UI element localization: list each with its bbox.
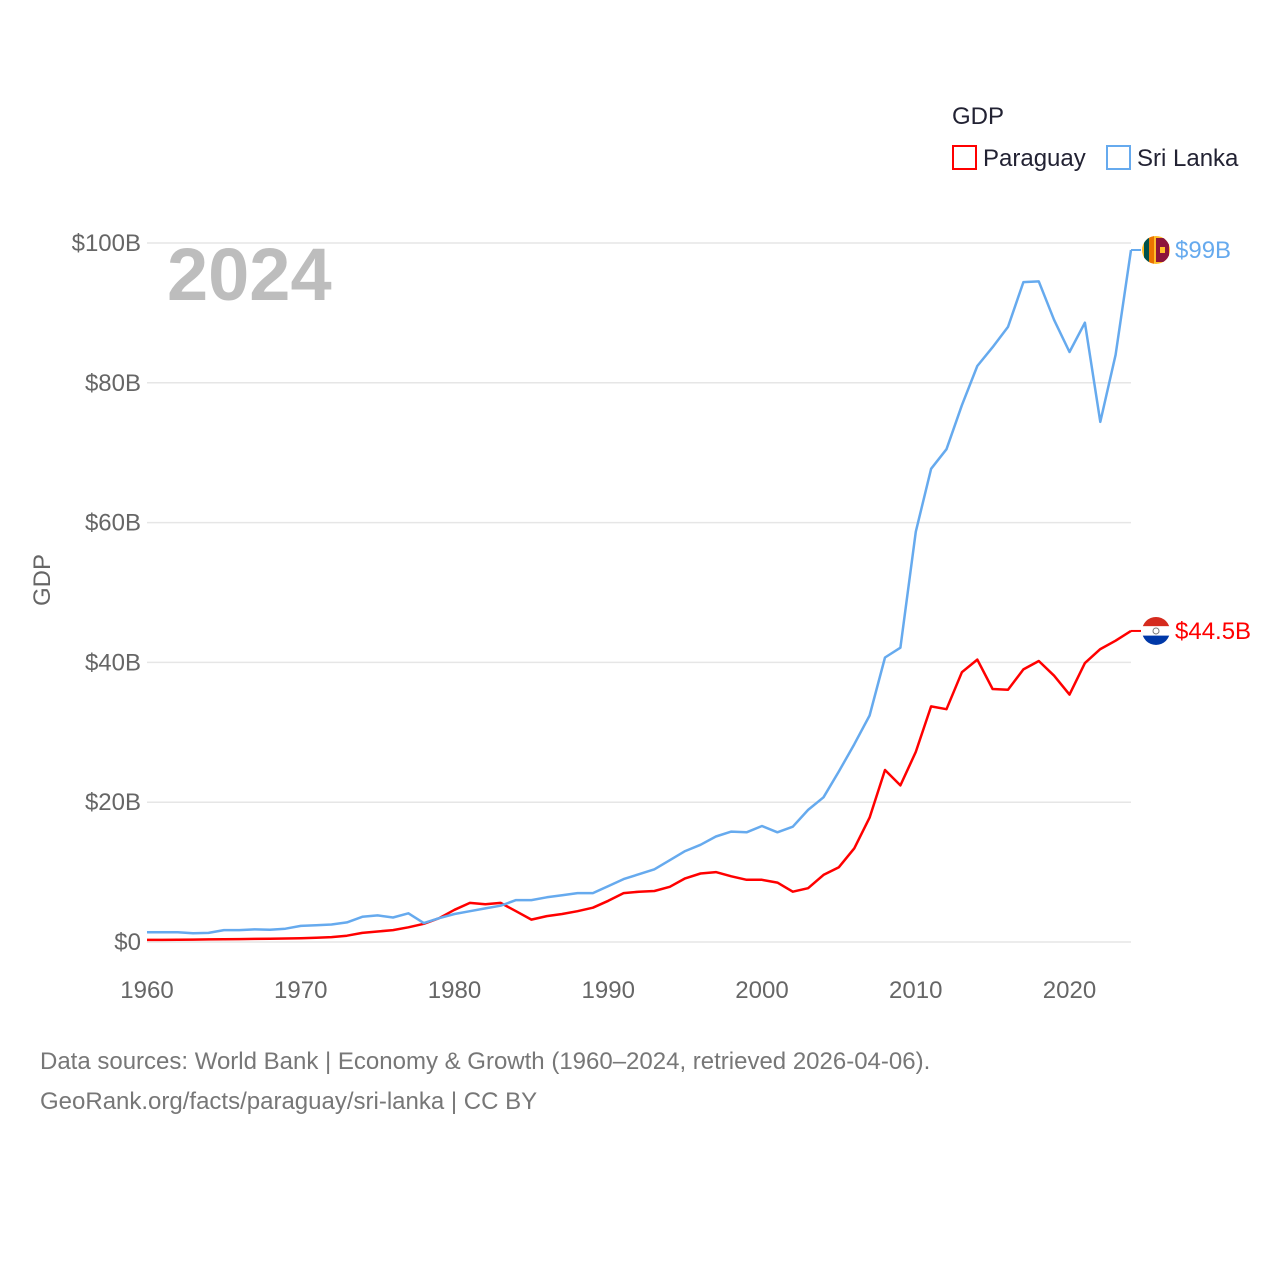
sri-lanka-flag-icon: [1142, 235, 1170, 264]
end-value-label-sri-lanka: $99B: [1175, 237, 1231, 264]
data-sources-text: Data sources: World Bank | Economy & Gro…: [40, 1048, 931, 1075]
year-label: 2024: [167, 233, 332, 316]
x-axis-ticks: 1960 1970 1980 1990 2000 2010 2020: [120, 977, 1096, 1004]
y-tick-label: $20B: [85, 789, 141, 816]
series-line-sri-lanka: [147, 249, 1133, 935]
series-end-labels: $44.5B $99B: [1131, 235, 1251, 645]
grid-lines: [147, 242, 1131, 943]
x-tick-label: 2010: [889, 977, 942, 1004]
series-line-paraguay: [147, 629, 1132, 942]
end-value-label-paraguay: $44.5B: [1175, 618, 1251, 645]
legend: GDP Paraguay Sri Lanka: [952, 103, 1239, 172]
y-tick-label: $0: [114, 929, 141, 956]
y-tick-label: $80B: [85, 370, 141, 397]
y-tick-label: $40B: [85, 649, 141, 676]
gdp-line-chart: $0 $20B $40B $60B $80B $100B 1960 1970 1980 1990…: [29, 103, 1251, 1004]
legend-title: GDP: [952, 103, 1004, 130]
legend-label-paraguay[interactable]: Paraguay: [983, 145, 1086, 172]
y-axis-label: GDP: [29, 554, 56, 606]
paraguay-flag-icon: [1142, 616, 1170, 645]
x-tick-label: 1960: [120, 977, 173, 1004]
y-tick-label: $60B: [85, 510, 141, 537]
x-tick-label: 1980: [428, 977, 481, 1004]
x-tick-label: 1990: [582, 977, 635, 1004]
legend-swatch-sri-lanka[interactable]: [1106, 145, 1131, 170]
legend-label-sri-lanka[interactable]: Sri Lanka: [1137, 145, 1239, 172]
series-lines: [147, 249, 1133, 942]
x-tick-label: 2000: [735, 977, 788, 1004]
attribution-link[interactable]: GeoRank.org/facts/paraguay/sri-lanka | C…: [40, 1088, 538, 1115]
y-axis-ticks: $0 $20B $40B $60B $80B $100B: [72, 230, 141, 956]
x-tick-label: 2020: [1043, 977, 1096, 1004]
legend-swatch-paraguay[interactable]: [952, 145, 977, 170]
footer: Data sources: World Bank | Economy & Gro…: [40, 1042, 930, 1122]
y-tick-label: $100B: [72, 230, 141, 257]
x-tick-label: 1970: [274, 977, 327, 1004]
